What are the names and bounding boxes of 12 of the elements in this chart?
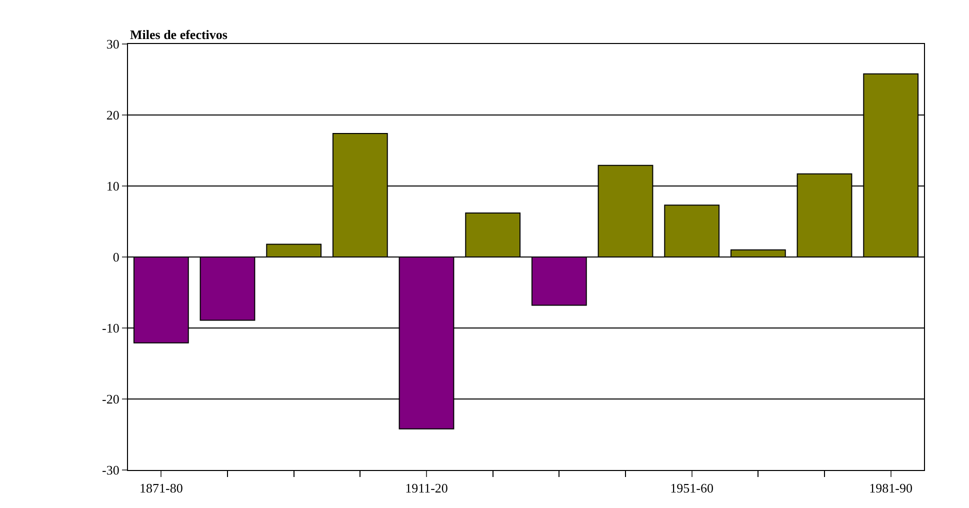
y-axis-title: Miles de efectivos	[130, 27, 228, 42]
y-tick-label: -20	[102, 392, 120, 407]
x-tick-label: 1951-60	[670, 480, 714, 496]
y-tick-label: -10	[102, 320, 120, 336]
x-tick-label: 1871-80	[140, 480, 183, 496]
y-tick-label: 20	[106, 108, 120, 123]
x-tick-label: 1981-90	[869, 480, 912, 496]
x-tick-label: 1911-20	[405, 480, 448, 496]
y-tick-label: 10	[106, 178, 120, 194]
y-tick-label: 30	[106, 36, 120, 52]
y-tick-label: 0	[112, 250, 120, 265]
y-tick-label: -30	[102, 462, 120, 478]
